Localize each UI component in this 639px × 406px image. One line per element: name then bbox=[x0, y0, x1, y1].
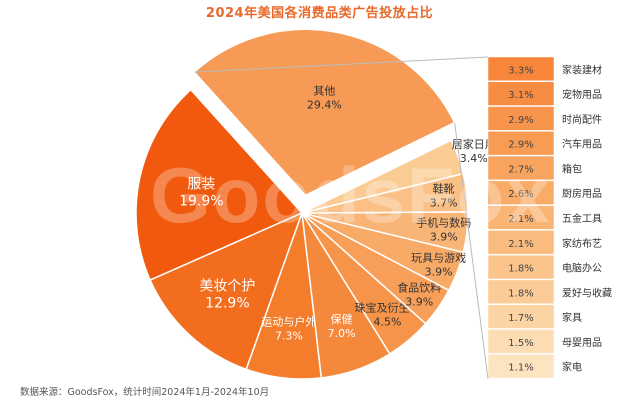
breakdown-value-label: 3.1% bbox=[508, 90, 533, 101]
slice-value-label: 7.0% bbox=[328, 327, 356, 340]
data-source-note: 数据来源：GoodsFox，统计时间2024年1月-2024年10月 bbox=[20, 387, 270, 398]
slice-label: 美妆个护 bbox=[199, 278, 255, 294]
slice-label: 玩具与游戏 bbox=[411, 252, 466, 265]
breakdown-value-label: 2.9% bbox=[508, 140, 533, 151]
slice-label: 手机与数码 bbox=[416, 216, 471, 230]
pie-slice-2 bbox=[149, 211, 304, 371]
breakdown-value-label: 2.1% bbox=[508, 239, 533, 250]
breakdown-bar-segment bbox=[487, 254, 555, 280]
pie-slice-1 bbox=[135, 88, 304, 282]
breakdown-bar-segment bbox=[487, 279, 555, 304]
slice-value-label: 3.9% bbox=[425, 266, 453, 279]
slice-value-label: 3.9% bbox=[405, 295, 433, 308]
slice-label: 居家日用 bbox=[452, 137, 496, 151]
breakdown-bar-segment bbox=[487, 353, 555, 379]
breakdown-bar-segment bbox=[487, 106, 555, 131]
slice-label: 其他 bbox=[313, 85, 335, 98]
breakdown-category-label: 家具 bbox=[562, 311, 582, 324]
breakdown-value-label: 2.9% bbox=[508, 115, 533, 126]
connector-line-top bbox=[194, 56, 489, 73]
breakdown-category-label: 家纺布艺 bbox=[562, 237, 602, 250]
breakdown-category-label: 爱好与收藏 bbox=[562, 286, 612, 299]
breakdown-value-label: 3.3% bbox=[508, 65, 533, 76]
breakdown-category-label: 母婴用品 bbox=[562, 337, 602, 349]
breakdown-value-label: 1.8% bbox=[508, 288, 533, 299]
breakdown-bar-segment bbox=[487, 131, 555, 156]
breakdown-value-label: 1.5% bbox=[508, 338, 533, 349]
slice-value-label: 3.9% bbox=[430, 231, 458, 244]
breakdown-category-label: 宠物用品 bbox=[562, 88, 602, 101]
breakdown-value-label: 2.7% bbox=[508, 164, 533, 175]
breakdown-value-label: 1.1% bbox=[508, 363, 533, 374]
pie-slice-10 bbox=[301, 139, 465, 214]
breakdown-bar-segment bbox=[487, 304, 555, 329]
breakdown-bar-segment bbox=[487, 56, 555, 82]
breakdown-bar-segment bbox=[487, 180, 555, 205]
breakdown-bar-segment bbox=[487, 230, 555, 255]
slice-label: 食品饮料 bbox=[397, 280, 441, 294]
breakdown-bar-segment bbox=[487, 329, 555, 354]
breakdown-category-label: 箱包 bbox=[562, 162, 582, 175]
slice-label: 服装 bbox=[187, 177, 215, 193]
slice-value-label: 12.9% bbox=[205, 295, 249, 311]
breakdown-value-label: 1.8% bbox=[508, 264, 533, 275]
connector-line-bottom bbox=[454, 122, 489, 380]
slice-value-label: 4.5% bbox=[374, 316, 402, 329]
breakdown-category-label: 电脑办公 bbox=[562, 262, 602, 275]
slice-value-label: 3.7% bbox=[430, 196, 458, 209]
breakdown-value-label: 1.7% bbox=[508, 313, 533, 324]
breakdown-value-label: 2.6% bbox=[508, 189, 533, 200]
breakdown-category-label: 汽车用品 bbox=[562, 138, 602, 151]
slice-value-label: 3.4% bbox=[460, 152, 488, 165]
slice-value-label: 7.3% bbox=[275, 329, 303, 342]
slice-label: 保健 bbox=[331, 312, 353, 326]
breakdown-category-label: 家电 bbox=[562, 361, 582, 374]
chart-title: 2024年美国各消费品类广告投放占比 bbox=[205, 6, 434, 21]
slice-label: 运动与户外 bbox=[261, 314, 316, 328]
breakdown-category-label: 时尚配件 bbox=[562, 113, 602, 126]
breakdown-bar-segment bbox=[487, 155, 555, 181]
breakdown-bar-segment bbox=[487, 81, 555, 106]
breakdown-value-label: 2.1% bbox=[508, 214, 533, 225]
breakdown-bar-segment bbox=[487, 205, 555, 230]
slice-value-label: 19.9% bbox=[179, 194, 223, 210]
pie-slice-11 bbox=[193, 28, 456, 197]
breakdown-category-label: 家装建材 bbox=[562, 63, 602, 76]
slice-value-label: 29.4% bbox=[307, 99, 342, 112]
breakdown-category-label: 厨房用品 bbox=[562, 187, 602, 200]
slice-label: 鞋靴 bbox=[433, 181, 455, 195]
breakdown-category-label: 五金工具 bbox=[562, 212, 602, 225]
